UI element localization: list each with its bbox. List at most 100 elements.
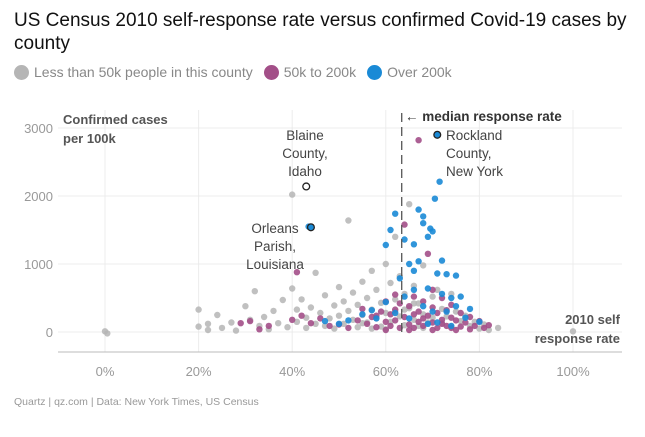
data-point — [303, 324, 310, 332]
data-point — [429, 326, 436, 334]
data-point — [392, 309, 399, 317]
data-point — [410, 267, 418, 274]
data-point — [354, 324, 361, 331]
y-axis-label: Confirmed cases — [63, 112, 168, 127]
annotation-label: Orleans — [251, 221, 299, 236]
annotation-label: County, — [446, 146, 492, 161]
y-tick-label: 1000 — [24, 257, 53, 272]
data-point — [340, 298, 347, 305]
data-point — [485, 322, 492, 329]
data-point — [462, 314, 469, 321]
data-point — [452, 272, 460, 279]
data-point — [298, 312, 305, 319]
data-point — [410, 241, 418, 248]
annotation-label: County, — [282, 146, 328, 161]
data-point — [354, 317, 361, 324]
data-point — [415, 318, 422, 325]
data-point — [214, 311, 221, 319]
data-point — [420, 213, 427, 220]
data-point — [354, 301, 361, 308]
data-point — [406, 326, 413, 334]
data-point — [321, 322, 329, 330]
legend-dot-icon — [263, 64, 279, 80]
data-point — [429, 308, 436, 315]
data-point — [410, 300, 418, 307]
data-point — [406, 315, 413, 322]
data-point — [434, 286, 441, 293]
data-point — [420, 298, 427, 305]
data-point — [452, 317, 460, 324]
y-tick-label: 2000 — [24, 189, 53, 204]
data-point — [387, 279, 394, 287]
data-point — [307, 304, 315, 311]
data-point — [359, 278, 366, 285]
data-point — [363, 320, 371, 327]
data-point — [466, 326, 474, 333]
data-point — [331, 302, 338, 309]
data-point — [218, 324, 226, 332]
y-tick-label: 0 — [46, 325, 53, 340]
data-point — [382, 326, 389, 334]
data-point — [289, 191, 296, 198]
legend-label: 50k to 200k — [283, 64, 357, 80]
data-point — [265, 322, 272, 330]
data-point — [420, 220, 427, 227]
data-point — [359, 305, 366, 313]
data-point — [436, 178, 443, 185]
x-axis-label: 2010 self — [565, 312, 621, 327]
data-point — [359, 320, 366, 327]
data-point — [104, 330, 111, 337]
data-point — [452, 303, 460, 310]
data-point — [429, 228, 436, 235]
data-point — [317, 315, 324, 322]
x-tick-label: 0% — [96, 364, 115, 379]
data-point — [494, 324, 502, 332]
data-point — [368, 307, 375, 314]
data-point — [232, 327, 240, 334]
legend-dot-icon — [367, 64, 383, 80]
data-point — [415, 308, 422, 315]
legend-item-small: Less than 50k people in this county — [14, 64, 253, 80]
highlighted-point — [433, 130, 442, 139]
x-tick-label: 100% — [556, 364, 590, 379]
data-point — [345, 324, 352, 332]
data-point — [228, 319, 235, 326]
data-point — [424, 233, 432, 240]
data-point — [256, 326, 263, 333]
data-point — [424, 285, 432, 292]
chart-title: US Census 2010 self-response rate versus… — [14, 10, 627, 54]
data-point — [359, 311, 366, 318]
data-point — [424, 320, 432, 327]
data-point — [392, 233, 399, 240]
data-point — [420, 315, 427, 322]
data-point — [260, 313, 268, 321]
data-point — [368, 267, 375, 274]
data-point — [317, 309, 324, 317]
data-point — [424, 250, 432, 257]
y-tick-label: 3000 — [24, 121, 53, 136]
data-point — [401, 322, 408, 329]
data-point — [335, 320, 343, 327]
data-point — [335, 283, 343, 291]
data-point — [462, 319, 469, 326]
median-label: ← median response rate — [405, 109, 562, 124]
data-point — [406, 201, 413, 208]
data-point — [289, 316, 296, 323]
data-point — [246, 317, 254, 325]
source-footer: Quartz | qz.com | Data: New York Times, … — [14, 396, 259, 408]
annotation-label: Idaho — [288, 164, 322, 179]
data-point — [387, 322, 394, 330]
data-point — [377, 308, 385, 315]
data-point — [438, 290, 446, 298]
data-point — [349, 289, 357, 296]
data-point — [345, 217, 352, 224]
data-point — [195, 323, 202, 330]
data-point — [335, 312, 343, 319]
annotation-label: Blaine — [286, 128, 324, 143]
data-point — [415, 258, 422, 265]
data-point — [275, 320, 282, 327]
data-point — [410, 311, 418, 318]
data-point — [448, 322, 455, 330]
x-tick-label: 20% — [186, 364, 212, 379]
